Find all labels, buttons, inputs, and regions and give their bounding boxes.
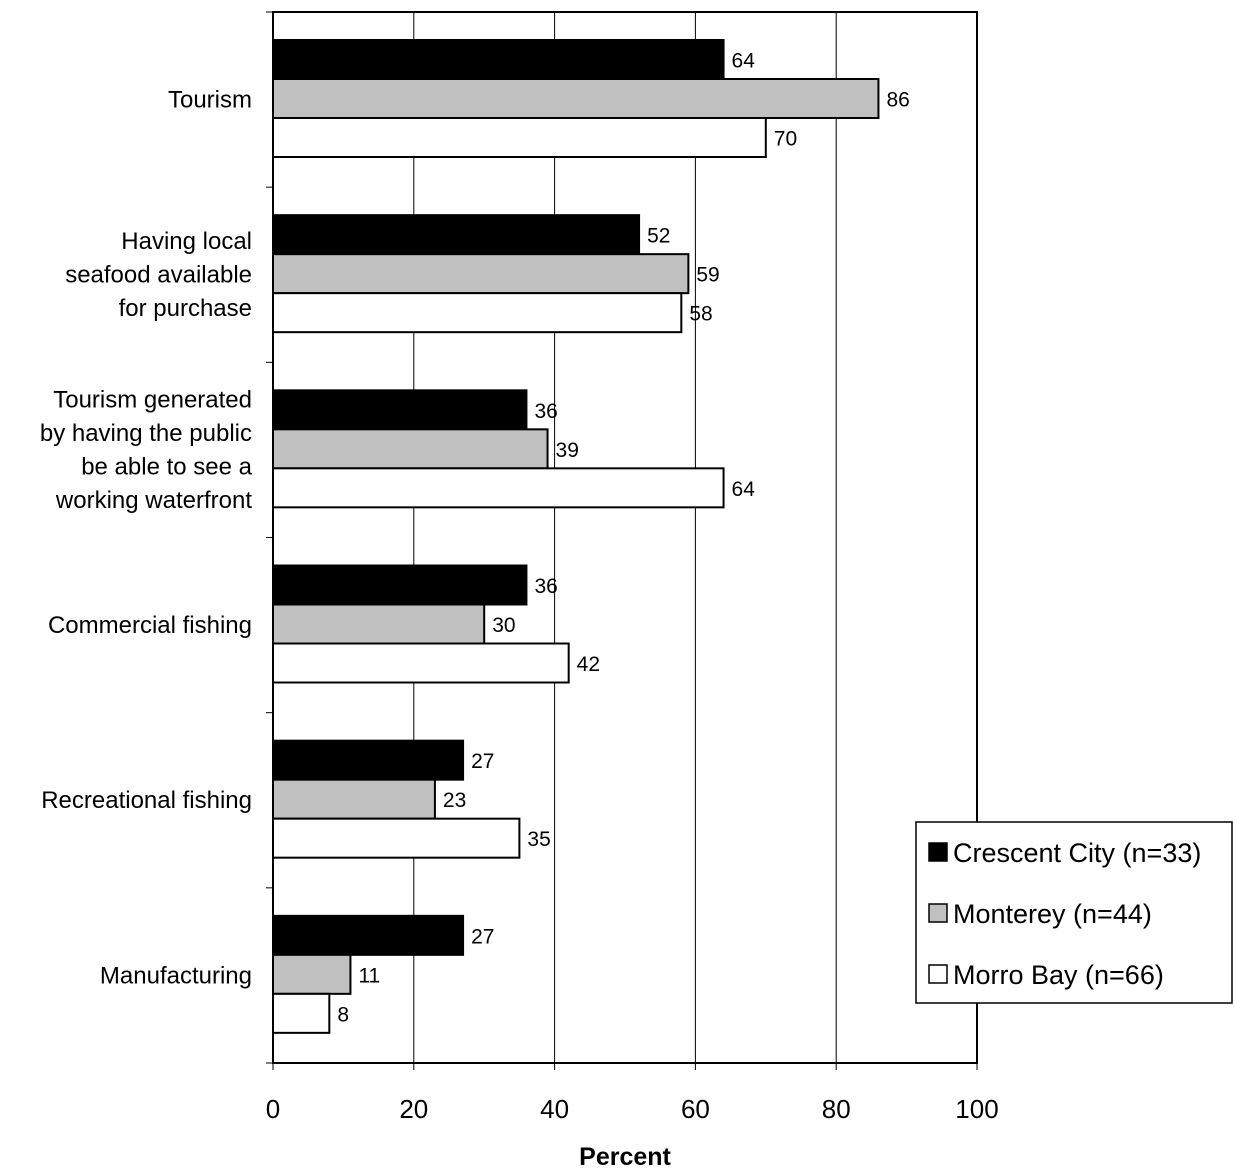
bar bbox=[272, 292, 683, 334]
x-tick-label: 0 bbox=[266, 1094, 280, 1124]
category-label: Having local seafood available for purchas… bbox=[65, 228, 252, 322]
legend-label: Monterey (n=44) bbox=[953, 899, 1152, 929]
bars bbox=[272, 39, 880, 1034]
x-tick-label: 60 bbox=[681, 1094, 710, 1124]
data-label: 23 bbox=[443, 789, 466, 812]
category-label: Commercial fishing bbox=[48, 612, 252, 639]
data-label: 70 bbox=[774, 128, 797, 151]
legend-box bbox=[915, 821, 1233, 1004]
data-label: 36 bbox=[534, 400, 557, 423]
data-label: 59 bbox=[696, 264, 719, 287]
bar bbox=[272, 739, 465, 781]
category-label: Manufacturing bbox=[100, 962, 252, 989]
legend-swatch bbox=[928, 842, 948, 862]
legend-label: Morro Bay (n=66) bbox=[953, 960, 1164, 990]
legend-label: Crescent City (n=33) bbox=[953, 838, 1201, 868]
bar bbox=[272, 992, 331, 1034]
plot-area bbox=[272, 11, 978, 1064]
data-label: 86 bbox=[886, 89, 909, 112]
x-axis-title: Percent bbox=[579, 1143, 671, 1171]
x-tick-label: 40 bbox=[540, 1094, 569, 1124]
category-label: Tourism generated by having the public be … bbox=[40, 387, 253, 515]
bar bbox=[272, 467, 725, 509]
bar bbox=[272, 953, 352, 995]
x-tick-label: 80 bbox=[822, 1094, 851, 1124]
bar bbox=[272, 778, 436, 820]
data-label: 27 bbox=[471, 925, 494, 948]
data-label: 35 bbox=[527, 828, 550, 851]
bar bbox=[272, 817, 521, 859]
bar bbox=[272, 253, 690, 295]
data-label: 11 bbox=[358, 964, 380, 987]
legend: Crescent City (n=33) Monterey (n=44) Morro… bbox=[915, 821, 1233, 1004]
data-label: 64 bbox=[732, 50, 756, 73]
bar bbox=[272, 39, 725, 80]
bar bbox=[272, 214, 641, 256]
x-tick-label: 20 bbox=[399, 1094, 428, 1124]
data-label: 8 bbox=[337, 1003, 349, 1026]
category-label: Tourism bbox=[168, 87, 252, 114]
data-label: 39 bbox=[556, 439, 579, 462]
x-tick-label: 100 bbox=[955, 1094, 998, 1124]
bar bbox=[272, 603, 486, 645]
data-label: 64 bbox=[732, 478, 756, 501]
legend-swatch bbox=[928, 964, 948, 984]
bar bbox=[272, 389, 528, 431]
data-label: 27 bbox=[471, 750, 494, 773]
data-label: 52 bbox=[647, 225, 670, 248]
x-tick-labels: 0 20 40 60 80 100 bbox=[266, 1094, 999, 1124]
data-label: 30 bbox=[492, 614, 515, 637]
category-label: Recreational fishing bbox=[41, 787, 252, 814]
bar bbox=[272, 914, 465, 956]
data-label: 42 bbox=[577, 653, 600, 676]
bar bbox=[272, 642, 570, 684]
category-labels: Tourism Having local seafood available for … bbox=[40, 87, 253, 990]
bar bbox=[272, 428, 549, 470]
data-label: 36 bbox=[534, 575, 557, 598]
bar bbox=[272, 564, 528, 606]
legend-swatch bbox=[928, 903, 948, 923]
bar bbox=[272, 117, 767, 158]
data-label: 58 bbox=[689, 303, 712, 326]
bar bbox=[272, 78, 880, 119]
grid-lines bbox=[266, 11, 978, 1070]
